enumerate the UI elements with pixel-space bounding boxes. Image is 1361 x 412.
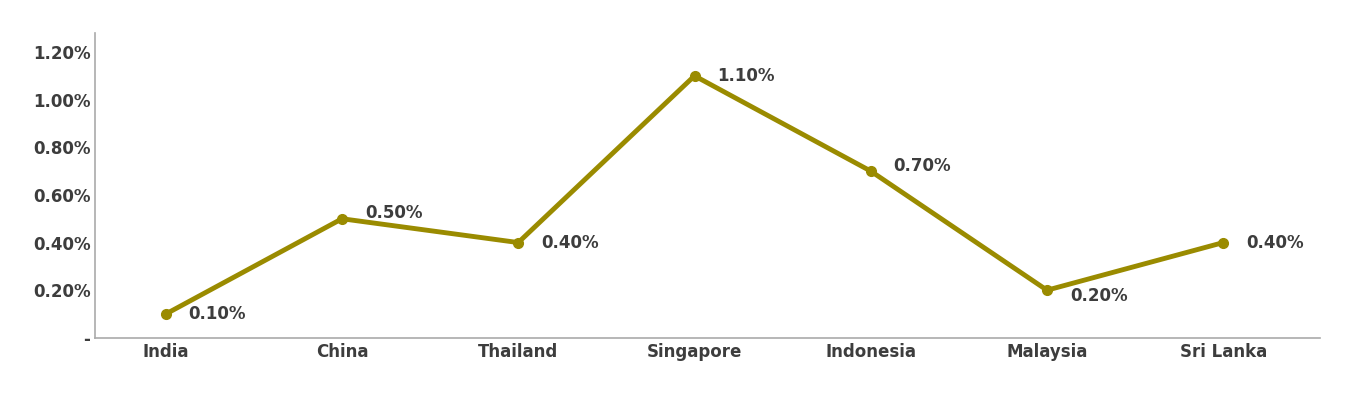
Text: 0.10%: 0.10%: [189, 305, 246, 323]
Text: 1.10%: 1.10%: [717, 67, 774, 85]
Text: 0.40%: 0.40%: [542, 234, 599, 252]
Text: 0.70%: 0.70%: [894, 157, 951, 176]
Text: 0.40%: 0.40%: [1247, 234, 1304, 252]
Text: 0.20%: 0.20%: [1070, 287, 1127, 305]
Text: 0.50%: 0.50%: [365, 204, 422, 222]
